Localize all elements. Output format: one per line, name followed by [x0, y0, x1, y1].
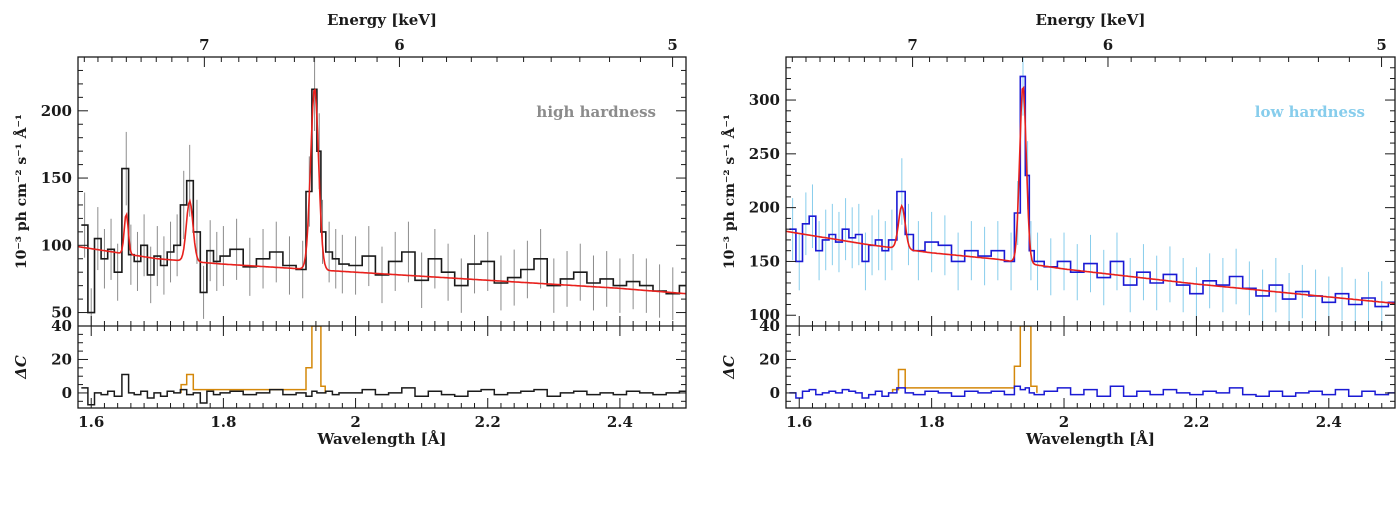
x-tick-label: 1.6	[78, 413, 104, 431]
residual-y-tick-label: 0	[62, 384, 72, 402]
y-tick-label: 50	[51, 304, 72, 322]
top-tick-label: 7	[907, 36, 917, 54]
residual-panel	[81, 326, 686, 406]
x-tick-label: 1.8	[210, 413, 236, 431]
top-tick-label: 6	[1103, 36, 1113, 54]
x-axis-title: Wavelength [Å]	[316, 430, 446, 448]
residual-y-tick-label: 20	[759, 350, 780, 368]
residual-y-tick-label: 20	[51, 350, 72, 368]
y-axis-title: 10⁻³ ph cm⁻² s⁻¹ Å⁻¹	[720, 114, 738, 269]
residual-y-axis-title: ΔC	[12, 355, 30, 380]
residual-panel	[789, 326, 1395, 399]
model-curve	[786, 85, 1395, 305]
hardness-annotation: high hardness	[536, 103, 656, 121]
y-tick-label: 200	[749, 199, 780, 217]
x-tick-label: 2	[1059, 413, 1069, 431]
y-tick-label: 250	[749, 145, 780, 163]
residual-y-tick-label: 40	[51, 317, 72, 335]
residual-y-tick-label: 0	[770, 384, 780, 402]
x-tick-label: 2.4	[1316, 413, 1342, 431]
line-residual-step	[891, 326, 1038, 393]
y-tick-label: 150	[749, 252, 780, 270]
y-tick-label: 150	[41, 169, 72, 187]
hardness-annotation: low hardness	[1255, 103, 1365, 121]
residual-y-tick-label: 40	[759, 317, 780, 335]
x-tick-label: 2	[350, 413, 360, 431]
y-axis-title: 10⁻³ ph cm⁻² s⁻¹ Å⁻¹	[12, 114, 30, 269]
residual-step	[789, 385, 1395, 399]
top-tick-label: 6	[394, 36, 404, 54]
chart-high-hardness: 1.6 1.8 2 2.2 2.4 Wavelength [Å] 7 6 5 Energy [ke…	[12, 11, 687, 448]
line-residual-step	[180, 326, 326, 393]
y-tick-label: 100	[41, 236, 72, 254]
x-tick-label: 2.4	[607, 413, 633, 431]
model-curve	[78, 88, 686, 295]
top-axis-title: Energy [keV]	[327, 11, 437, 29]
chart-low-hardness: 1.6 1.8 2 2.2 2.4 Wavelength [Å] 7 6 5 Energy [ke…	[720, 11, 1396, 448]
spectrum-panel	[786, 57, 1395, 326]
top-axis-title: Energy [keV]	[1036, 11, 1146, 29]
x-axis-title: Wavelength [Å]	[1025, 430, 1155, 448]
top-tick-label: 5	[667, 36, 677, 54]
y-tick-label: 200	[41, 102, 72, 120]
x-tick-label: 2.2	[1183, 413, 1209, 431]
x-tick-label: 1.8	[919, 413, 945, 431]
y-tick-label: 100	[749, 306, 780, 324]
top-tick-label: 7	[199, 36, 209, 54]
residual-y-axis-title: ΔC	[720, 355, 738, 380]
top-tick-label: 5	[1376, 36, 1386, 54]
x-tick-label: 1.6	[786, 413, 812, 431]
spectrum-step	[789, 75, 1395, 308]
spectrum-panel	[78, 57, 686, 326]
y-tick-label: 300	[749, 91, 780, 109]
x-tick-label: 2.2	[475, 413, 501, 431]
spectrum-step	[81, 88, 686, 314]
residual-step	[81, 373, 686, 406]
